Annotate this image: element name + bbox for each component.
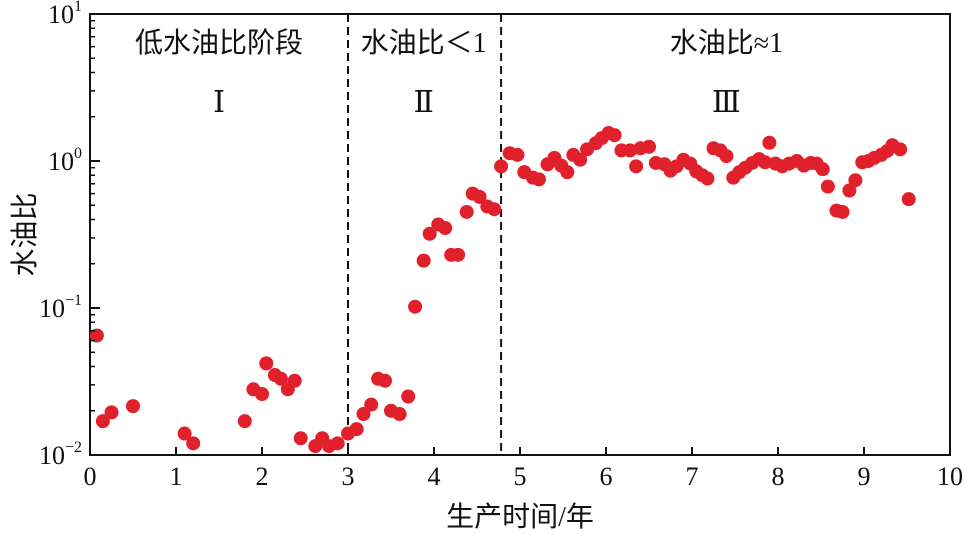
data-point bbox=[186, 436, 201, 451]
data-point bbox=[330, 436, 345, 451]
data-point bbox=[842, 183, 857, 198]
stage-numeral-2: Ⅱ bbox=[413, 86, 433, 119]
plot-frame bbox=[89, 13, 951, 456]
data-point bbox=[560, 165, 575, 180]
stage-numeral-1: Ⅰ bbox=[213, 86, 225, 119]
data-point bbox=[487, 202, 502, 217]
data-point bbox=[237, 414, 252, 429]
stage-labels: 低水油比阶段 Ⅰ 水油比＜1 Ⅱ 水油比≈1 Ⅲ bbox=[135, 27, 783, 119]
data-point bbox=[255, 386, 269, 401]
data-point bbox=[573, 152, 588, 167]
data-point bbox=[835, 204, 850, 219]
data-point bbox=[848, 173, 863, 188]
x-tick-label: 8 bbox=[772, 462, 785, 491]
data-point bbox=[95, 414, 110, 429]
data-point bbox=[901, 192, 916, 207]
y-tick-label: 100 bbox=[48, 145, 82, 176]
data-point bbox=[451, 247, 466, 262]
data-point bbox=[472, 189, 487, 204]
data-point bbox=[815, 162, 830, 177]
data-point bbox=[607, 128, 622, 143]
data-point bbox=[700, 171, 715, 186]
data-point bbox=[273, 371, 288, 386]
x-tick-label: 10 bbox=[937, 462, 963, 491]
y-axis-label: 水油比 bbox=[9, 192, 41, 276]
stage-label-2: 水油比＜1 bbox=[361, 27, 487, 59]
stage-label-1: 低水油比阶段 bbox=[135, 27, 303, 59]
data-point bbox=[762, 135, 777, 150]
data-point bbox=[89, 328, 104, 343]
x-tick-label: 6 bbox=[600, 462, 613, 491]
y-axis-ticks: 101 100 10−1 10−2 bbox=[39, 0, 100, 470]
x-axis-ticks: 0 1 2 3 4 5 6 7 8 9 10 bbox=[84, 447, 963, 491]
x-tick-label: 2 bbox=[256, 462, 269, 491]
data-point bbox=[820, 179, 835, 194]
plot-border bbox=[89, 13, 951, 456]
x-tick-label: 3 bbox=[342, 462, 355, 491]
data-point bbox=[349, 422, 364, 437]
data-point bbox=[408, 299, 423, 314]
data-point bbox=[642, 139, 656, 154]
x-tick-label: 9 bbox=[858, 462, 871, 491]
data-point bbox=[356, 407, 371, 422]
y-tick-label: 10−2 bbox=[39, 439, 82, 470]
data-point bbox=[401, 389, 416, 404]
data-point bbox=[459, 204, 474, 219]
data-point bbox=[392, 407, 407, 422]
data-point bbox=[494, 159, 509, 174]
data-point bbox=[510, 147, 525, 162]
data-point bbox=[177, 426, 192, 441]
data-point bbox=[422, 226, 437, 241]
data-point bbox=[531, 172, 546, 187]
data-point bbox=[364, 397, 379, 412]
data-point bbox=[629, 159, 644, 174]
data-point bbox=[416, 253, 431, 268]
data-point bbox=[438, 221, 453, 236]
data-point bbox=[719, 149, 734, 164]
data-point bbox=[893, 142, 908, 157]
y-tick-label: 101 bbox=[48, 0, 82, 29]
data-point bbox=[287, 373, 302, 388]
x-axis-label: 生产时间/年 bbox=[446, 501, 594, 533]
x-tick-label: 7 bbox=[686, 462, 699, 491]
data-point bbox=[758, 155, 773, 170]
data-point bbox=[293, 431, 308, 446]
x-tick-label: 4 bbox=[428, 462, 441, 491]
data-point bbox=[377, 373, 392, 388]
x-tick-label: 5 bbox=[514, 462, 527, 491]
stage-numeral-3: Ⅲ bbox=[712, 86, 741, 119]
y-tick-label: 10−1 bbox=[39, 292, 82, 323]
data-point bbox=[126, 399, 140, 414]
data-point bbox=[104, 405, 119, 420]
stage-label-3: 水油比≈1 bbox=[670, 27, 783, 59]
stage-dividers bbox=[347, 14, 503, 455]
x-tick-label: 1 bbox=[170, 462, 183, 491]
data-points bbox=[89, 126, 916, 454]
data-point bbox=[259, 356, 274, 371]
x-tick-label: 0 bbox=[84, 462, 97, 491]
